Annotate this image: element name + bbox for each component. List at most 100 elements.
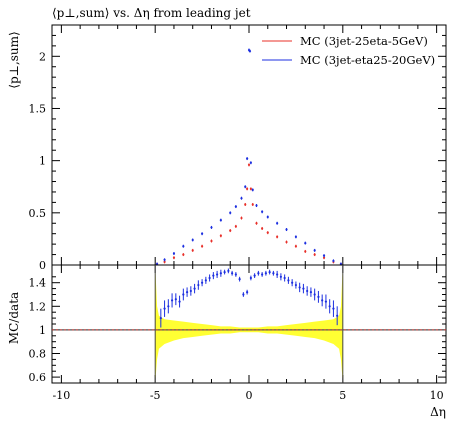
ratio-point	[321, 299, 324, 302]
main-point	[276, 222, 279, 225]
main-y-tick-label: 0.5	[29, 207, 47, 220]
ratio-point	[178, 300, 181, 303]
ratio-point	[328, 305, 331, 308]
main-point	[248, 49, 252, 53]
main-point	[294, 235, 298, 238]
ratio-point	[216, 273, 219, 276]
ratio-point	[264, 272, 267, 275]
legend-label-blue: MC (3jet-eta25-20GeV)	[300, 53, 435, 67]
ratio-point	[294, 283, 298, 287]
ratio-point	[279, 275, 282, 278]
main-series-1	[155, 48, 343, 266]
main-point	[294, 245, 298, 248]
main-point	[285, 228, 288, 231]
ratio-point	[189, 289, 192, 293]
main-point	[172, 256, 176, 259]
main-point	[276, 235, 279, 238]
x-tick-label: -10	[53, 389, 71, 402]
ratio-point	[167, 305, 170, 308]
ratio-series-1	[159, 268, 339, 328]
main-point	[244, 185, 247, 188]
main-y-tick-label: 2	[39, 50, 46, 63]
main-ylabel: ⟨p⊥,sum⟩	[7, 31, 21, 88]
ratio-xlabel: Δη	[430, 405, 446, 419]
main-point	[182, 245, 185, 248]
main-point	[322, 254, 326, 257]
ratio-point	[306, 289, 309, 293]
ratio-point	[249, 276, 252, 280]
ratio-y-tick-label: 1.2	[29, 300, 47, 313]
main-point	[172, 252, 176, 255]
ratio-point	[208, 276, 211, 280]
ratio-point	[159, 317, 162, 320]
ratio-point	[336, 314, 339, 317]
main-point	[234, 225, 237, 228]
main-point	[247, 163, 251, 166]
main-point	[304, 250, 307, 253]
main-point	[251, 188, 254, 191]
main-point	[234, 205, 237, 208]
main-point	[163, 260, 166, 263]
x-tick-label: 0	[246, 389, 253, 402]
main-point	[244, 203, 247, 206]
ratio-ylabel: MC/data	[7, 292, 21, 344]
ratio-point	[246, 291, 249, 294]
main-point	[246, 157, 249, 160]
ratio-y-tick-label: 1	[39, 324, 46, 337]
main-point	[266, 215, 269, 219]
main-point	[210, 226, 213, 229]
chart-title: ⟨p⊥,sum⟩ vs. Δη from leading jet	[52, 6, 251, 20]
ratio-point	[302, 287, 305, 290]
ratio-point	[283, 276, 286, 280]
ratio-point	[170, 299, 174, 302]
ratio-point	[253, 274, 256, 277]
main-point	[219, 234, 222, 237]
ratio-point	[324, 300, 328, 303]
ratio-point	[193, 287, 196, 290]
x-tick-label: 10	[430, 389, 444, 402]
main-point	[313, 249, 316, 252]
ratio-point	[231, 272, 234, 275]
ratio-point	[200, 281, 204, 284]
ratio-point	[238, 278, 241, 281]
main-point	[246, 187, 249, 190]
main-point	[229, 211, 232, 214]
main-point	[191, 249, 194, 252]
ratio-point	[313, 293, 316, 296]
ratio-point	[204, 279, 207, 282]
main-point	[163, 258, 166, 261]
main-point	[240, 197, 243, 200]
main-point	[191, 238, 194, 242]
ratio-point	[257, 272, 260, 275]
main-point	[313, 253, 316, 256]
main-y-tick-label: 1.5	[29, 102, 47, 115]
main-point	[182, 253, 185, 256]
ratio-point	[223, 270, 226, 274]
main-point	[200, 232, 204, 235]
ratio-point	[332, 307, 335, 310]
ratio-point	[317, 295, 320, 298]
main-point	[255, 222, 258, 225]
main-point	[322, 256, 326, 259]
ratio-point	[287, 279, 290, 282]
ratio-point	[276, 273, 279, 276]
ratio-frame	[51, 264, 447, 384]
ratio-point	[272, 272, 275, 275]
ratio-point	[163, 307, 166, 310]
ratio-y-tick-label: 0.6	[29, 371, 47, 384]
ratio-panel: -10 -5 0 5 10 0.6 0.8 1 1.2 1.4	[29, 264, 447, 402]
x-tick-label: 5	[339, 389, 346, 402]
main-point	[266, 231, 269, 234]
ratio-point	[174, 298, 177, 301]
ratio-point	[268, 270, 271, 274]
ratio-point	[212, 274, 215, 277]
main-y-tick-label: 0	[39, 259, 46, 272]
ratio-uncertainty-band	[155, 265, 343, 383]
main-point	[240, 216, 243, 220]
labels-layer: ⟨p⊥,sum⟩ vs. Δη from leading jet ⟨p⊥,sum…	[7, 6, 446, 419]
main-point	[200, 245, 204, 248]
ratio-point	[309, 291, 313, 294]
legend: MC (3jet-25eta-5GeV) MC (3jet-eta25-20Ge…	[262, 34, 435, 67]
main-point	[251, 203, 254, 206]
